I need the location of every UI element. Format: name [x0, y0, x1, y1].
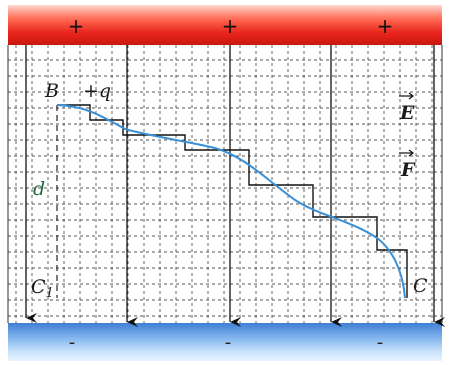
- distance-label: d: [33, 178, 45, 200]
- negative-plate: [8, 323, 442, 361]
- point-c1-label: C1: [31, 276, 54, 301]
- field-lines: [25, 45, 445, 327]
- negative-sign-3: -: [377, 332, 384, 353]
- positive-sign-2: +: [222, 14, 239, 38]
- trajectory-curve: [56, 104, 406, 299]
- negative-sign-1: -: [69, 332, 76, 353]
- point-c-label: C: [413, 275, 428, 297]
- field-vector-symbol: E: [399, 102, 415, 124]
- field-region: [8, 45, 442, 323]
- force-vector-label: F: [399, 149, 416, 181]
- negative-sign-2: -: [225, 332, 232, 353]
- positive-sign-3: +: [377, 14, 394, 38]
- positive-plate: [8, 5, 442, 45]
- force-vector-symbol: F: [400, 159, 416, 181]
- point-c1-letter: C: [31, 276, 46, 298]
- field-vector-label: E: [399, 92, 415, 124]
- point-c1-subscript: 1: [46, 286, 54, 301]
- charge-label: +q: [83, 80, 111, 102]
- positive-sign-1: +: [68, 14, 85, 38]
- point-b-label: B: [44, 80, 59, 102]
- dashed-grid: [8, 45, 442, 323]
